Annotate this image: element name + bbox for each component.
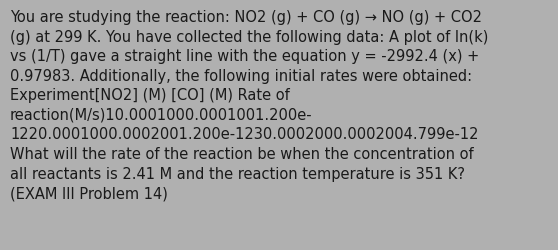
Text: You are studying the reaction: NO2 (g) + CO (g) → NO (g) + CO2
(g) at 299 K. You: You are studying the reaction: NO2 (g) +…	[10, 10, 488, 200]
